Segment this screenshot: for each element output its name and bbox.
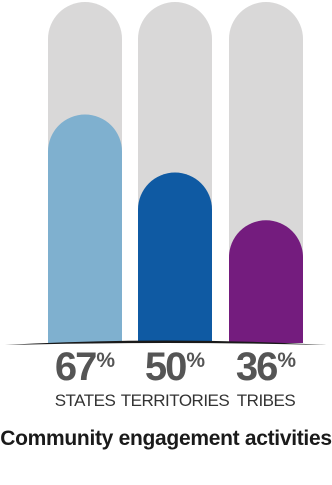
value-number: 36	[235, 345, 278, 389]
value-label-states: 67%	[35, 345, 135, 390]
bar-states	[48, 114, 122, 344]
percent-sign: %	[277, 349, 297, 372]
category-label-territories: TERRITORIES	[120, 391, 230, 410]
category-label-tribes: TRIBES	[236, 391, 296, 410]
bar-territories	[138, 172, 212, 343]
value-number: 50	[144, 345, 187, 389]
category-label-states: STATES	[54, 391, 116, 410]
baseline	[5, 340, 327, 345]
value-label-tribes: 36%	[216, 345, 316, 390]
percent-sign: %	[186, 349, 206, 372]
bars	[48, 114, 303, 344]
bar-tribes	[229, 220, 303, 343]
value-label-territories: 50%	[125, 345, 225, 390]
percent-sign: %	[96, 349, 116, 372]
chart-title: Community engagement activities	[0, 427, 332, 450]
value-number: 67	[54, 345, 97, 389]
